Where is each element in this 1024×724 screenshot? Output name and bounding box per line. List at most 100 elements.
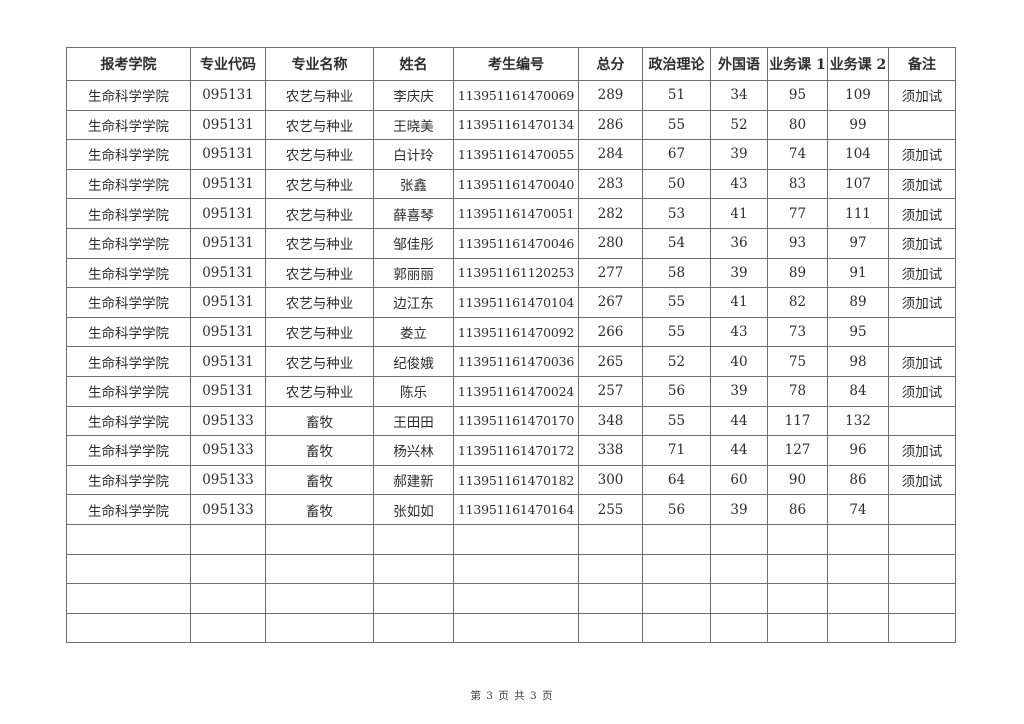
cell: 白计玲 [373,139,454,170]
empty-row [66,553,956,585]
cell: 农艺与种业 [265,80,374,111]
cell [827,523,889,555]
cell: 95 [827,316,889,348]
cell [710,612,768,644]
table-row: 生命科学学院 095131 农艺与种业 李庆庆 113951161470069 289 51… [66,80,956,111]
cell [265,612,374,644]
cell: 113951161470046 [453,227,579,259]
cell: 113951161470172 [453,435,579,466]
cell: 56 [642,494,711,525]
cell: 生命科学学院 [66,109,191,141]
cell: 348 [578,405,643,437]
cell: 113951161470051 [453,198,579,229]
cell [373,553,454,585]
cell [66,523,191,555]
table-row: 生命科学学院 095131 农艺与种业 张鑫 113951161470040 283 50 4… [66,168,956,200]
cell [265,523,374,555]
cell: 53 [642,198,711,229]
table-row: 生命科学学院 095131 农艺与种业 娄立 113951161470092 266 55 4… [66,316,956,348]
cell: 127 [767,435,828,466]
cell: 须加试 [888,257,956,289]
cell [888,316,956,348]
header-cell: 业务课 1 [767,47,828,81]
cell: 84 [827,375,889,407]
cell: 095133 [190,435,266,466]
cell: 93 [767,227,828,259]
cell [265,583,374,614]
cell: 43 [710,168,768,200]
page-indicator: 第 3 页 共 3 页 [470,690,554,702]
cell: 郝建新 [373,464,454,496]
cell: 畜牧 [265,494,374,525]
table-row: 生命科学学院 095131 农艺与种业 郭丽丽 113951161120253 277 58… [66,257,956,289]
cell: 生命科学学院 [66,287,191,318]
cell: 生命科学学院 [66,464,191,496]
cell [373,612,454,644]
cell: 44 [710,405,768,437]
cell: 113951161470170 [453,405,579,437]
cell [66,553,191,585]
cell: 71 [642,435,711,466]
cell [888,583,956,614]
table-row: 生命科学学院 095131 农艺与种业 王晓美 113951161470134 286 55… [66,109,956,141]
cell: 陈乐 [373,375,454,407]
cell: 农艺与种业 [265,109,374,141]
table-row: 生命科学学院 095133 畜牧 杨兴林 113951161470172 338 71 44 1… [66,435,956,466]
cell: 095131 [190,168,266,200]
scores-table: 报考学院 专业代码 专业名称 姓名 考生编号 总分 政治理论 外国语 业务课 1 业务课 2 备注 … [66,47,956,644]
cell: 农艺与种业 [265,316,374,348]
cell: 农艺与种业 [265,168,374,200]
cell: 095131 [190,80,266,111]
cell [66,612,191,644]
cell [578,553,643,585]
cell [888,523,956,555]
cell: 265 [578,346,643,377]
cell [373,523,454,555]
header-cell: 专业代码 [190,47,266,81]
cell: 52 [710,109,768,141]
cell [642,583,711,614]
cell: 75 [767,346,828,377]
cell [888,494,956,525]
cell: 生命科学学院 [66,405,191,437]
cell: 267 [578,287,643,318]
cell: 34 [710,80,768,111]
cell [888,553,956,585]
cell: 289 [578,80,643,111]
cell: 生命科学学院 [66,80,191,111]
cell: 生命科学学院 [66,346,191,377]
cell: 54 [642,227,711,259]
cell: 095131 [190,346,266,377]
table-row: 生命科学学院 095131 农艺与种业 薛喜琴 113951161470051 282 53… [66,198,956,229]
cell [453,612,579,644]
cell: 58 [642,257,711,289]
cell: 77 [767,198,828,229]
cell: 张如如 [373,494,454,525]
cell: 39 [710,257,768,289]
header-cell: 姓名 [373,47,454,81]
cell: 78 [767,375,828,407]
cell: 52 [642,346,711,377]
cell: 纪俊娥 [373,346,454,377]
cell: 96 [827,435,889,466]
table-row: 生命科学学院 095131 农艺与种业 白计玲 113951161470055 284 67… [66,139,956,170]
cell: 284 [578,139,643,170]
cell [888,612,956,644]
cell [888,109,956,141]
cell: 113951161470182 [453,464,579,496]
cell: 生命科学学院 [66,435,191,466]
cell [827,553,889,585]
cell: 266 [578,316,643,348]
cell: 须加试 [888,435,956,466]
cell: 60 [710,464,768,496]
cell: 39 [710,139,768,170]
cell: 55 [642,109,711,141]
cell: 109 [827,80,889,111]
cell: 113951161470055 [453,139,579,170]
table-row: 生命科学学院 095133 畜牧 张如如 113951161470164 255 56 39 8… [66,494,956,525]
cell: 须加试 [888,139,956,170]
cell [710,583,768,614]
cell: 须加试 [888,375,956,407]
cell: 74 [767,139,828,170]
